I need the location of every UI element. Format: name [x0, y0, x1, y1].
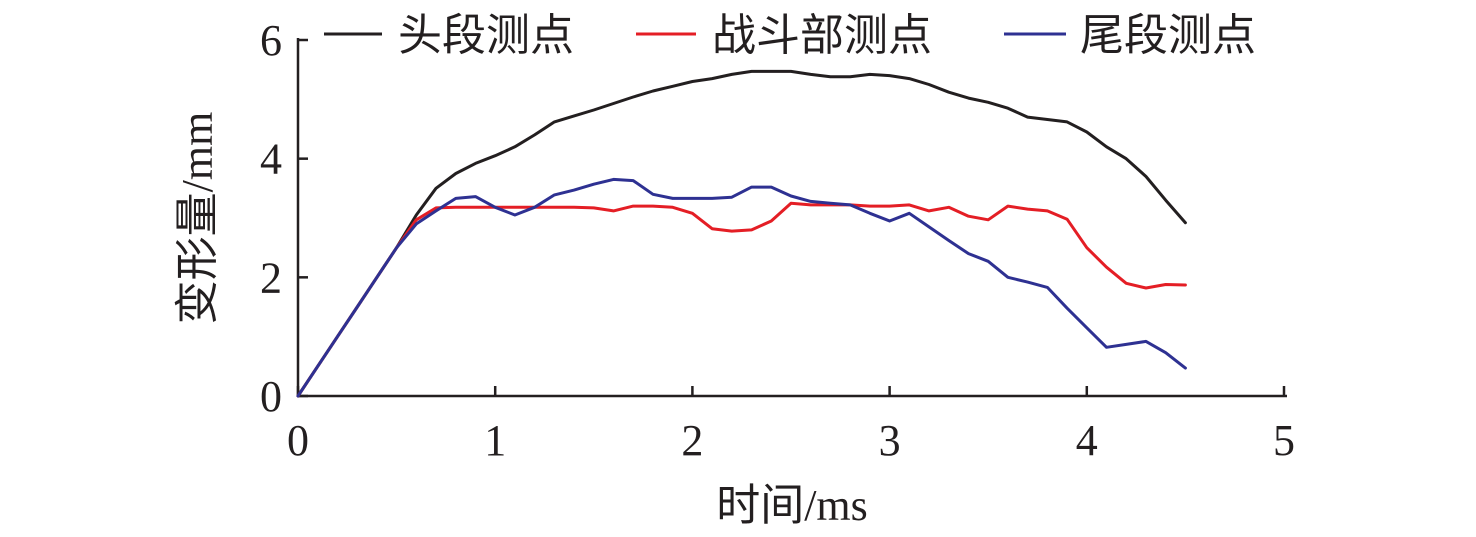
x-tick-label: 1 — [484, 416, 506, 465]
series-layer — [296, 69, 1187, 398]
series-line-0 — [296, 69, 1187, 398]
x-tick-label: 5 — [1273, 416, 1295, 465]
legend-label: 尾段测点 — [1080, 11, 1256, 60]
x-tick-label: 4 — [1076, 416, 1098, 465]
x-axis: 0 1 2 3 4 5 — [287, 386, 1295, 465]
y-tick-label: 0 — [260, 372, 282, 421]
y-tick-label: 4 — [260, 135, 282, 184]
x-tick-label: 0 — [287, 416, 309, 465]
x-tick-label: 2 — [681, 416, 703, 465]
legend-label: 头段测点 — [398, 11, 574, 60]
legend-item-0: 头段测点 — [324, 11, 574, 60]
series-line-2 — [296, 177, 1187, 398]
y-axis-label: 变形量/mm — [173, 112, 222, 325]
legend-item-2: 尾段测点 — [1004, 11, 1256, 60]
y-tick-label: 2 — [260, 253, 282, 302]
y-axis: 0 2 4 6 — [260, 16, 308, 421]
x-axis-label: 时间/ms — [716, 481, 868, 530]
legend-item-1: 战斗部测点 — [636, 11, 932, 60]
series-line-1 — [296, 201, 1187, 398]
legend-label: 战斗部测点 — [712, 11, 932, 60]
x-tick-label: 3 — [879, 416, 901, 465]
legend: 头段测点 战斗部测点 尾段测点 — [324, 11, 1256, 60]
y-tick-label: 6 — [260, 16, 282, 65]
